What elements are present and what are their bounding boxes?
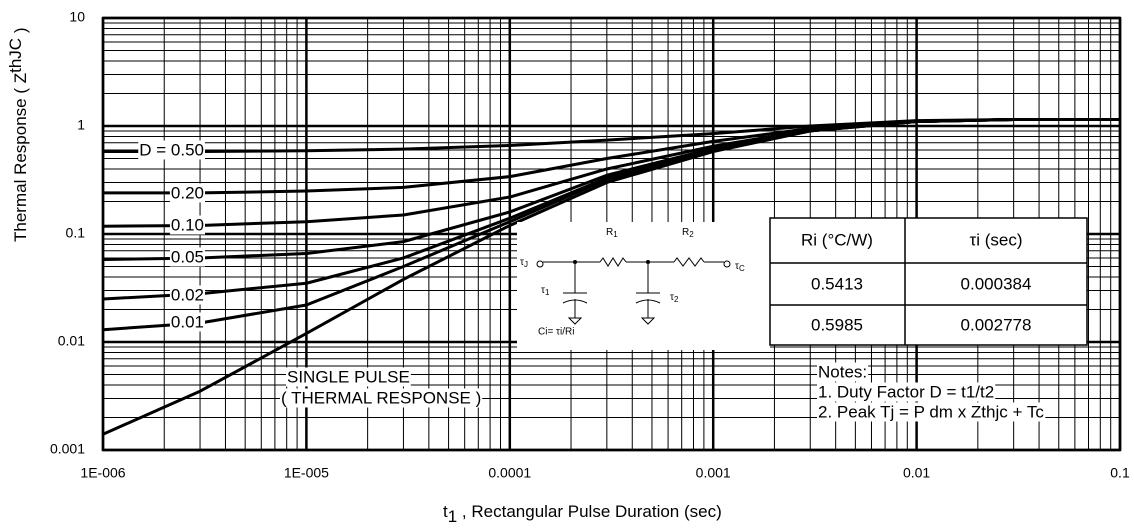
series-label: 0.01 bbox=[171, 312, 204, 331]
label-bg bbox=[169, 312, 205, 332]
circuit-bg bbox=[517, 222, 770, 350]
circuit-label-main: τ bbox=[541, 285, 545, 296]
terminal bbox=[536, 260, 544, 268]
series-label: 0.05 bbox=[171, 247, 204, 266]
circuit-label-main: τ bbox=[735, 261, 739, 272]
curve bbox=[103, 117, 1120, 154]
circuit-label: R2 bbox=[682, 227, 694, 239]
circuit-label-sub: 1 bbox=[545, 288, 550, 297]
circuit-label: τC bbox=[735, 261, 745, 273]
table-header: Ri (°C/W) bbox=[801, 230, 873, 249]
y-tick-label: 1 bbox=[77, 117, 85, 133]
label-bg bbox=[169, 285, 205, 305]
series-label: D = 0.50 bbox=[139, 140, 204, 159]
x-tick-label: 0.001 bbox=[696, 465, 731, 481]
x-tick-label: 0.0001 bbox=[488, 465, 531, 481]
label-bg bbox=[817, 382, 996, 402]
label-bg bbox=[817, 362, 869, 382]
label-bg bbox=[169, 215, 205, 235]
terminal bbox=[723, 260, 731, 268]
series-label: 0.20 bbox=[171, 183, 204, 202]
table-cell: 0.5413 bbox=[811, 274, 863, 293]
y-tick-label: 10 bbox=[69, 9, 85, 25]
circuit-label-sub: J bbox=[524, 260, 528, 269]
circuit-label: τ2 bbox=[670, 292, 679, 304]
circuit-label-sub: 1 bbox=[613, 230, 618, 239]
plot-frame bbox=[101, 16, 1122, 452]
circuit-label-main: τ bbox=[520, 257, 524, 268]
label-bg bbox=[169, 247, 205, 267]
annotation: ( THERMAL RESPONSE ) bbox=[281, 388, 481, 407]
circuit-label-sub: 2 bbox=[689, 230, 694, 239]
circuit-label: τ1 bbox=[541, 285, 550, 297]
note: Notes: bbox=[818, 362, 867, 381]
label-bg bbox=[286, 367, 411, 387]
x-tick-label: 1E-005 bbox=[284, 465, 329, 481]
table-bg bbox=[769, 217, 1088, 346]
y-tick-label: 0.1 bbox=[66, 225, 86, 241]
table: Ri (°C/W) τi (sec) 0.5413 0.000384 0.5985 0.0… bbox=[769, 217, 1088, 346]
x-tick-label: 0.01 bbox=[903, 465, 930, 481]
table-cell: 0.5985 bbox=[811, 315, 863, 334]
table-cell: 0.002778 bbox=[961, 315, 1032, 334]
note: 2. Peak Tj = P dm x Zthjc + Tc bbox=[818, 402, 1044, 421]
x-axis-label: t1 , Rectangular Pulse Duration (sec) bbox=[443, 502, 722, 526]
circuit-label: R1 bbox=[606, 227, 618, 239]
label-bg bbox=[280, 388, 483, 408]
circuit-label: τJ bbox=[520, 257, 528, 269]
circuit-label-main: τ bbox=[670, 292, 674, 303]
y-tick-label: 0.001 bbox=[50, 441, 85, 457]
series-label: 0.10 bbox=[171, 215, 204, 234]
circuit-label-sub: C bbox=[739, 264, 745, 273]
series-label: SINGLE PULSE bbox=[287, 367, 410, 386]
x-tick-label: 0.1 bbox=[1110, 465, 1130, 481]
circuit-label-sub: 2 bbox=[674, 295, 679, 304]
resistor bbox=[599, 257, 627, 267]
circuit-label: Ci= τi/Ri bbox=[538, 327, 574, 338]
series-label: 0.02 bbox=[171, 285, 204, 304]
circuit-label-main: R bbox=[606, 227, 613, 238]
curve bbox=[102, 117, 1120, 436]
circuit-label-main: R bbox=[682, 227, 689, 238]
ground bbox=[567, 317, 583, 325]
label-bg bbox=[138, 140, 205, 160]
label-bg bbox=[169, 183, 205, 203]
x-tick-label: 1E-006 bbox=[80, 465, 125, 481]
note: 1. Duty Factor D = t1/t2 bbox=[818, 382, 994, 401]
resistor bbox=[673, 257, 705, 267]
table-cell: 0.000384 bbox=[961, 274, 1032, 293]
label-bg bbox=[817, 402, 1046, 422]
y-axis-label: Thermal Response ( ZthJC ) bbox=[6, 28, 30, 242]
ground bbox=[640, 317, 656, 325]
table-header: τi (sec) bbox=[970, 230, 1023, 249]
y-tick-label: 0.01 bbox=[58, 333, 85, 349]
